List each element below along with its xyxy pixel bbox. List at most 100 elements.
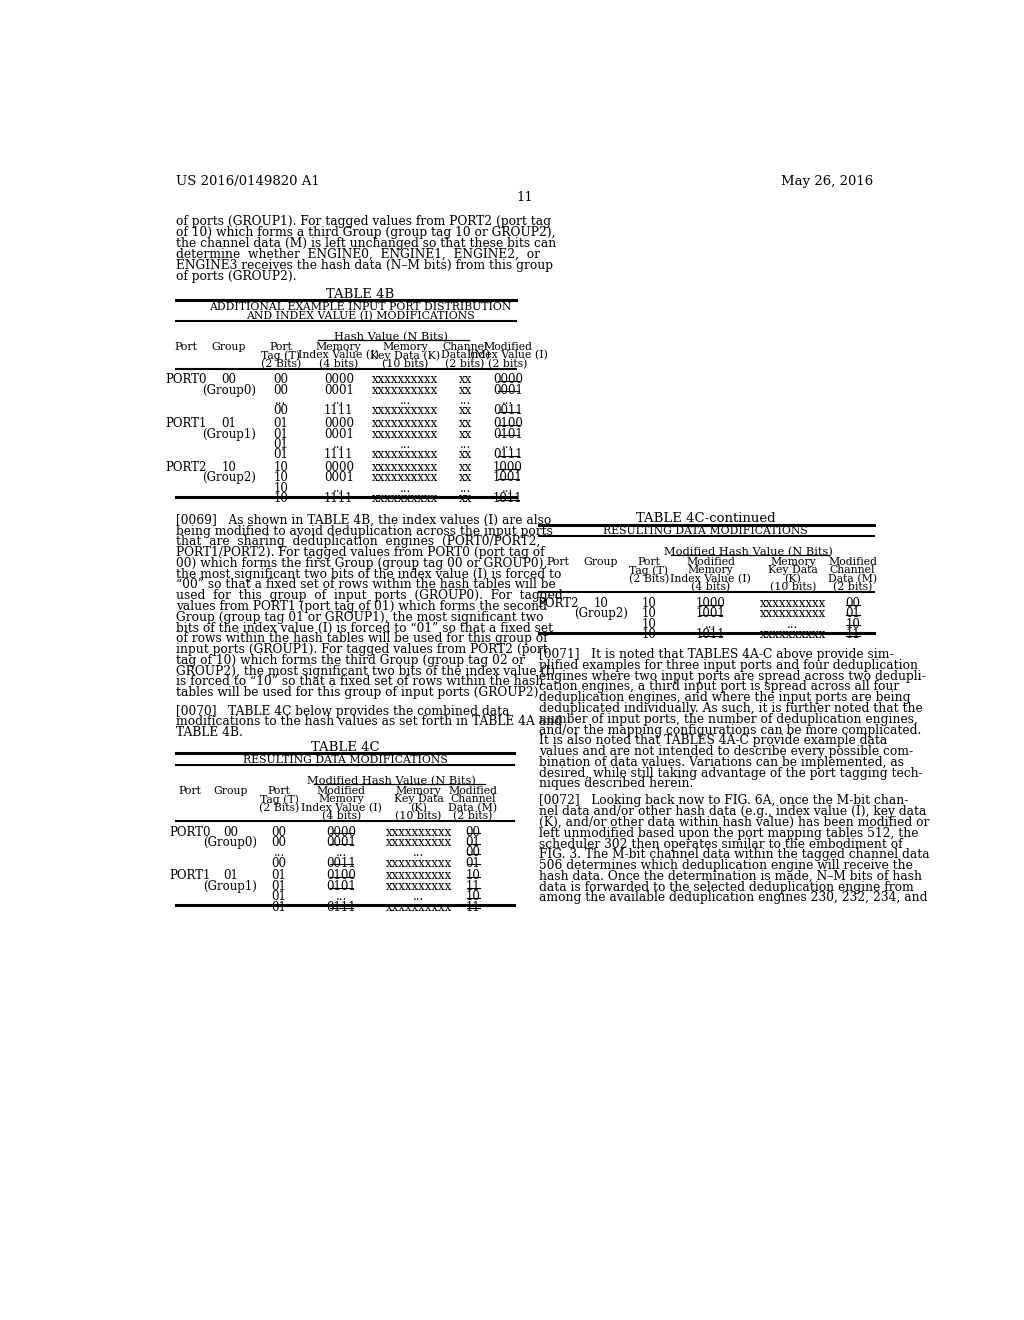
Text: of ports (GROUP2).: of ports (GROUP2). (176, 271, 297, 284)
Text: and/or the mapping configurations can be more complicated.: and/or the mapping configurations can be… (539, 723, 922, 737)
Text: 0101: 0101 (327, 880, 356, 892)
Text: 10: 10 (221, 461, 237, 474)
Text: 01: 01 (271, 890, 287, 903)
Text: FIG. 3. The M-bit channel data within the tagged channel data: FIG. 3. The M-bit channel data within th… (539, 849, 930, 862)
Text: (2 bits): (2 bits) (454, 810, 493, 821)
Text: xxxxxxxxxx: xxxxxxxxxx (760, 628, 826, 642)
Text: 10: 10 (593, 597, 608, 610)
Text: 01: 01 (271, 900, 287, 913)
Text: (Group1): (Group1) (204, 880, 257, 892)
Text: 506 determines which deduplication engine will receive the: 506 determines which deduplication engin… (539, 859, 912, 873)
Text: xx: xx (459, 384, 472, 396)
Text: (Group0): (Group0) (202, 384, 256, 396)
Text: xx: xx (459, 492, 472, 506)
Text: 10: 10 (273, 492, 288, 506)
Text: 0000: 0000 (493, 374, 522, 387)
Text: 1111: 1111 (324, 449, 353, 461)
Text: Group: Group (212, 342, 246, 351)
Text: 01: 01 (466, 836, 480, 849)
Text: xxxxxxxxxx: xxxxxxxxxx (373, 461, 438, 474)
Text: (Group2): (Group2) (202, 471, 256, 484)
Text: among the available deduplication engines 230, 232, 234, and: among the available deduplication engine… (539, 891, 928, 904)
Text: 0101: 0101 (493, 428, 522, 441)
Text: ENGINE3 receives the hash data (N–M bits) from this group: ENGINE3 receives the hash data (N–M bits… (176, 259, 553, 272)
Text: tag of 10) which forms the third Group (group tag 02 or: tag of 10) which forms the third Group (… (176, 653, 525, 667)
Text: [0071]   It is noted that TABLES 4A-C above provide sim-: [0071] It is noted that TABLES 4A-C abov… (539, 648, 893, 661)
Text: (2 Bits): (2 Bits) (260, 359, 301, 368)
Text: xxxxxxxxxx: xxxxxxxxxx (373, 384, 438, 396)
Text: Modified: Modified (828, 557, 878, 566)
Text: 1111: 1111 (324, 404, 353, 417)
Text: 10: 10 (641, 607, 656, 620)
Text: 01: 01 (223, 870, 238, 883)
Text: values and are not intended to describe every possible com-: values and are not intended to describe … (539, 744, 912, 758)
Text: input ports (GROUP1). For tagged values from PORT2 (port: input ports (GROUP1). For tagged values … (176, 643, 548, 656)
Text: PORT1: PORT1 (166, 417, 207, 430)
Text: TABLE 4C-continued: TABLE 4C-continued (636, 512, 775, 525)
Text: May 26, 2016: May 26, 2016 (781, 176, 873, 189)
Text: ...: ... (502, 395, 513, 407)
Text: 0100: 0100 (493, 417, 522, 430)
Text: 00: 00 (221, 374, 237, 387)
Text: xxxxxxxxxx: xxxxxxxxxx (373, 471, 438, 484)
Text: Memory: Memory (316, 342, 361, 351)
Text: 01: 01 (466, 857, 480, 870)
Text: that  are  sharing  deduplication  engines  (PORT0/PORT2,: that are sharing deduplication engines (… (176, 536, 541, 548)
Text: xxxxxxxxxx: xxxxxxxxxx (385, 870, 452, 883)
Text: ...: ... (502, 482, 513, 495)
Text: 10: 10 (641, 597, 656, 610)
Text: Hash Value (N Bits): Hash Value (N Bits) (335, 331, 449, 342)
Text: 0001: 0001 (493, 384, 522, 396)
Text: 0000: 0000 (326, 825, 356, 838)
Text: ...: ... (399, 395, 411, 407)
Text: Memory: Memory (383, 342, 428, 351)
Text: (2 bits): (2 bits) (833, 582, 872, 593)
Text: PORT2: PORT2 (538, 597, 579, 610)
Text: Channel: Channel (451, 795, 496, 804)
Text: 00: 00 (465, 846, 480, 859)
Text: of 10) which forms a third Group (group tag 10 or GROUP2),: of 10) which forms a third Group (group … (176, 226, 556, 239)
Text: xxxxxxxxxx: xxxxxxxxxx (373, 374, 438, 387)
Text: “00” so that a fixed set of rows within the hash tables will be: “00” so that a fixed set of rows within … (176, 578, 556, 591)
Text: Key Data: Key Data (394, 795, 443, 804)
Text: 1000: 1000 (696, 597, 726, 610)
Text: ...: ... (413, 846, 424, 859)
Text: cation engines, a third input port is spread across all four: cation engines, a third input port is sp… (539, 681, 899, 693)
Text: Port: Port (267, 785, 291, 796)
Text: Modified Hash Value (N Bits): Modified Hash Value (N Bits) (307, 776, 476, 785)
Text: tables will be used for this group of input ports (GROUP2).: tables will be used for this group of in… (176, 686, 543, 700)
Text: PORT0: PORT0 (165, 374, 207, 387)
Text: 1000: 1000 (493, 461, 522, 474)
Text: Index Value (I): Index Value (I) (301, 803, 382, 813)
Text: (2 bits): (2 bits) (445, 359, 484, 368)
Text: 0011: 0011 (493, 404, 522, 417)
Text: 0001: 0001 (324, 471, 353, 484)
Text: xxxxxxxxxx: xxxxxxxxxx (385, 900, 452, 913)
Text: [0069]   As shown in TABLE 4B, the index values (I) are also: [0069] As shown in TABLE 4B, the index v… (176, 513, 551, 527)
Text: xxxxxxxxxx: xxxxxxxxxx (373, 492, 438, 506)
Text: TABLE 4B: TABLE 4B (327, 288, 394, 301)
Text: Modified: Modified (449, 785, 498, 796)
Text: Channel: Channel (829, 565, 876, 576)
Text: engines where two input ports are spread across two dedupli-: engines where two input ports are spread… (539, 669, 926, 682)
Text: xxxxxxxxxx: xxxxxxxxxx (385, 880, 452, 892)
Text: being modified to avoid deduplication across the input ports: being modified to avoid deduplication ac… (176, 524, 553, 537)
Text: used  for  this  group  of  input  ports  (GROUP0).  For  tagged: used for this group of input ports (GROU… (176, 589, 563, 602)
Text: GROUP2), the most significant two bits of the index value (I): GROUP2), the most significant two bits o… (176, 665, 555, 677)
Text: Group (group tag 01 or GROUP1), the most significant two: Group (group tag 01 or GROUP1), the most… (176, 611, 544, 624)
Text: the channel data (M) is left unchanged so that these bits can: the channel data (M) is left unchanged s… (176, 238, 556, 249)
Text: (Group0): (Group0) (204, 836, 257, 849)
Text: 10: 10 (845, 618, 860, 631)
Text: xx: xx (459, 404, 472, 417)
Text: 0000: 0000 (324, 461, 354, 474)
Text: 11: 11 (466, 900, 480, 913)
Text: (4 bits): (4 bits) (322, 810, 360, 821)
Text: PORT0: PORT0 (169, 825, 211, 838)
Text: Port: Port (178, 785, 202, 796)
Text: Index Value (I): Index Value (I) (467, 350, 548, 360)
Text: 11: 11 (466, 880, 480, 892)
Text: deduplicated individually. As such, it is further noted that the: deduplicated individually. As such, it i… (539, 702, 923, 715)
Text: bits of the index value (I) is forced to “01” so that a fixed set: bits of the index value (I) is forced to… (176, 622, 553, 635)
Text: US 2016/0149820 A1: US 2016/0149820 A1 (176, 176, 319, 189)
Text: Index Value (I): Index Value (I) (671, 574, 752, 585)
